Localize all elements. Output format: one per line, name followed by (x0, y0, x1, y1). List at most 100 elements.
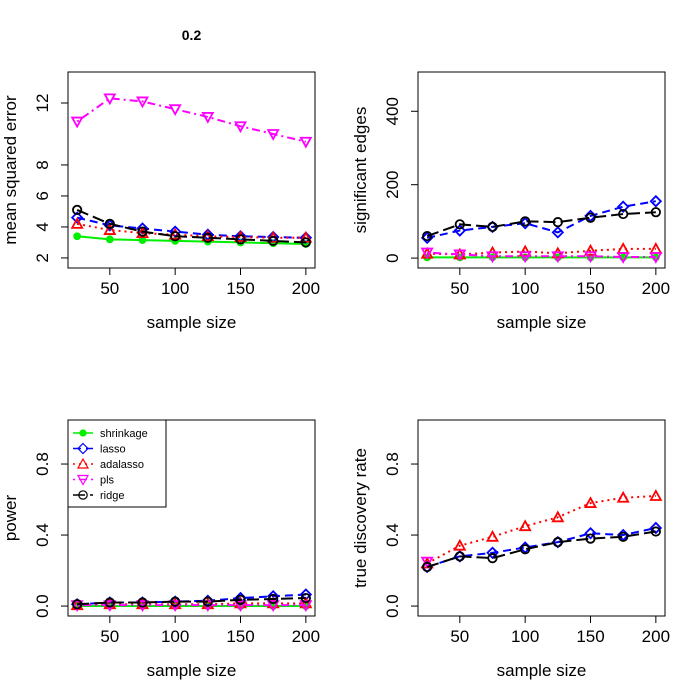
marker (201, 597, 215, 610)
marker (76, 474, 90, 486)
x-axis-label: sample size (147, 661, 237, 680)
marker (72, 204, 83, 215)
marker (618, 208, 629, 220)
marker (300, 237, 311, 248)
series-line (77, 597, 306, 606)
marker (552, 217, 563, 228)
marker (585, 533, 596, 544)
series-line (77, 235, 306, 245)
legend-label: adalasso (100, 459, 144, 471)
marker (299, 600, 313, 613)
x-tick-label: 50 (450, 627, 469, 646)
marker (76, 457, 90, 469)
marker (487, 221, 498, 232)
marker (170, 596, 181, 607)
y-tick-label: 12 (33, 94, 52, 113)
marker (616, 252, 630, 264)
marker (299, 596, 313, 609)
marker (585, 212, 596, 223)
marker (299, 136, 313, 149)
series-line (426, 530, 657, 568)
marker (299, 231, 313, 245)
x-tick-label: 100 (161, 627, 189, 646)
marker (168, 597, 182, 610)
series-line (426, 200, 657, 239)
marker (235, 234, 246, 245)
marker (551, 510, 565, 523)
marker (649, 194, 663, 208)
x-tick-label: 100 (511, 279, 539, 298)
marker (552, 537, 563, 548)
marker (583, 251, 598, 264)
plot-box (417, 71, 666, 269)
marker (103, 93, 117, 106)
y-tick-label: 0 (383, 253, 402, 262)
series-line (427, 247, 656, 256)
x-tick-label: 200 (292, 627, 320, 646)
marker (485, 251, 500, 264)
marker (649, 521, 663, 535)
marker (454, 219, 465, 230)
plot-box (417, 419, 666, 617)
marker (105, 235, 114, 244)
legend-label: shrinkage (100, 428, 148, 440)
y-tick-label: 2 (33, 253, 52, 262)
marker (520, 216, 531, 227)
marker (422, 561, 433, 573)
marker (137, 597, 148, 608)
y-tick-label: 0.4 (383, 523, 402, 547)
x-tick-label: 100 (511, 627, 539, 646)
marker (453, 224, 467, 237)
marker (202, 596, 213, 607)
marker (486, 546, 499, 560)
marker (420, 247, 434, 260)
marker (70, 211, 84, 224)
marker (137, 226, 148, 237)
marker (650, 207, 661, 218)
marker (79, 429, 87, 437)
x-tick-label: 200 (642, 627, 670, 646)
marker (518, 519, 532, 532)
marker (78, 490, 88, 500)
y-tick-label: 0.4 (33, 523, 52, 547)
series-line (426, 494, 656, 565)
y-tick-label: 4 (33, 222, 52, 231)
marker (233, 121, 248, 134)
y-tick-label: 0.8 (33, 452, 52, 476)
marker (168, 104, 182, 117)
marker (584, 526, 597, 540)
marker (583, 243, 598, 256)
marker (300, 592, 311, 604)
y-axis-label: true discovery rate (351, 448, 370, 588)
marker (616, 242, 630, 254)
x-axis-label: sample size (147, 313, 237, 332)
marker (266, 129, 280, 141)
y-axis-label: mean squared error (1, 95, 20, 245)
marker (70, 116, 84, 129)
series-line (76, 208, 306, 244)
legend-label: ridge (100, 490, 124, 502)
marker (235, 594, 246, 605)
marker (453, 249, 467, 262)
marker (72, 599, 83, 610)
x-axis-label: sample size (497, 661, 587, 680)
series-line (426, 211, 656, 238)
marker (583, 496, 598, 508)
marker (103, 223, 117, 235)
chart-title: 0.2 (182, 27, 202, 43)
x-axis-label: sample size (497, 313, 587, 332)
marker (616, 490, 630, 503)
marker (518, 251, 532, 264)
x-tick-label: 200 (292, 279, 320, 298)
legend-label: pls (100, 475, 115, 487)
x-tick-label: 50 (100, 627, 119, 646)
y-axis-label: power (1, 495, 20, 542)
y-tick-label: 400 (383, 97, 402, 125)
x-tick-label: 150 (226, 279, 254, 298)
marker (70, 600, 84, 613)
marker (453, 538, 467, 551)
x-tick-label: 150 (576, 627, 604, 646)
marker (649, 489, 663, 501)
series-line (76, 97, 307, 143)
